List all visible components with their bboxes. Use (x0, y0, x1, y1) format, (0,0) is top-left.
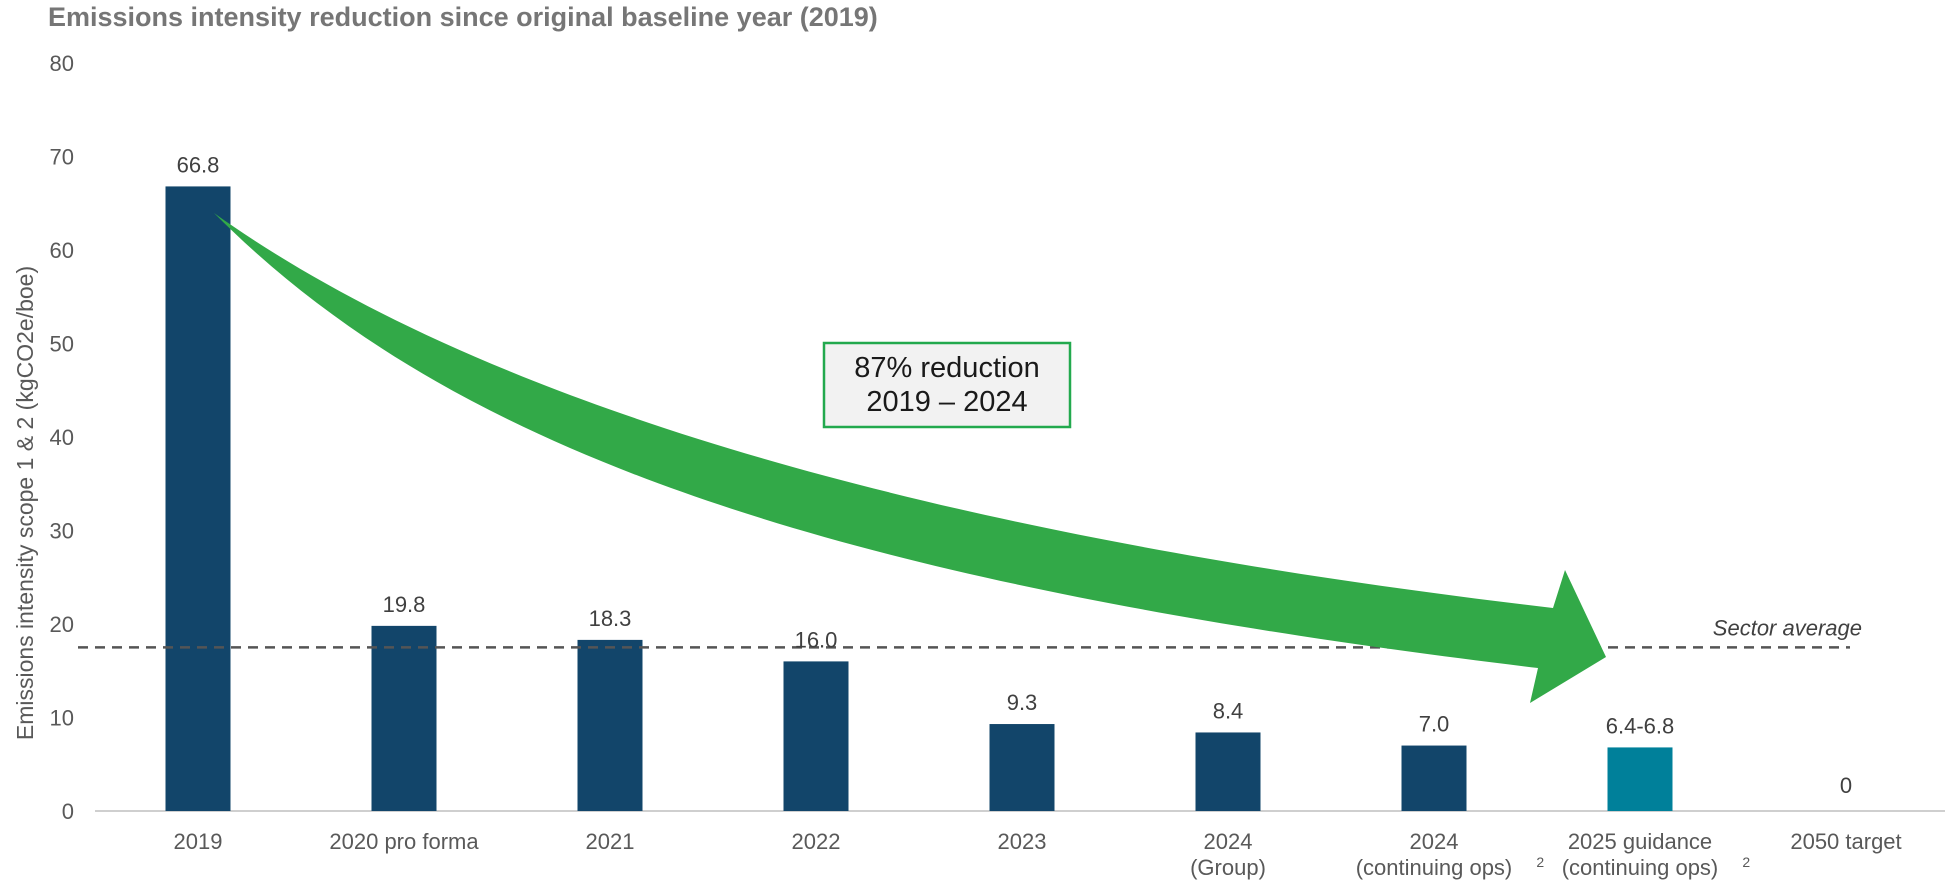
y-tick-label: 40 (50, 425, 74, 450)
x-tick-label: (continuing ops) (1562, 855, 1719, 880)
reduction-annotation-box (822, 341, 1072, 429)
y-tick-label: 10 (50, 706, 74, 731)
data-label: 18.3 (589, 606, 632, 631)
x-tick-label: 2019 (174, 829, 223, 854)
data-label: 9.3 (1007, 690, 1038, 715)
data-label: 19.8 (383, 592, 426, 617)
data-label: 7.0 (1419, 712, 1450, 737)
y-tick-label: 80 (50, 51, 74, 76)
bar (783, 661, 849, 811)
chart-title: Emissions intensity reduction since orig… (48, 2, 878, 32)
x-tick-label: 2050 target (1790, 829, 1901, 854)
data-label: 0 (1840, 773, 1852, 798)
data-label: 66.8 (177, 152, 220, 177)
y-tick-label: 60 (50, 238, 74, 263)
x-tick-label: 2023 (998, 829, 1047, 854)
reduction-arrow (214, 213, 1606, 703)
bar (577, 639, 643, 811)
x-tick-label: 2024 (1204, 829, 1253, 854)
sector-average-label: Sector average (1713, 615, 1862, 640)
footnote-superscript: 2 (1536, 854, 1544, 870)
bar (1195, 732, 1261, 811)
data-label: 6.4-6.8 (1606, 713, 1675, 738)
annotation-text: 87% reduction (854, 352, 1039, 384)
y-tick-label: 20 (50, 612, 74, 637)
x-tick-label: 2020 pro forma (329, 829, 479, 854)
annotation-text: 2019 – 2024 (866, 386, 1027, 418)
bar (989, 724, 1055, 811)
bar (371, 625, 437, 811)
y-tick-label: 0 (62, 799, 74, 824)
data-label: 16.0 (795, 627, 838, 652)
x-tick-label: (Group) (1190, 855, 1266, 880)
bar (165, 186, 231, 812)
x-tick-label: 2024 (1410, 829, 1459, 854)
bar (1607, 747, 1673, 811)
bar (1401, 745, 1467, 811)
y-tick-label: 50 (50, 332, 74, 357)
y-axis-title: Emissions intensity scope 1 & 2 (kgCO2e/… (12, 266, 38, 740)
x-tick-label: 2025 guidance (1568, 829, 1712, 854)
footnote-superscript: 2 (1742, 854, 1750, 870)
x-tick-label: (continuing ops) (1356, 855, 1513, 880)
x-tick-label: 2022 (792, 829, 841, 854)
y-tick-label: 70 (50, 145, 74, 170)
data-label: 8.4 (1213, 698, 1244, 723)
x-tick-label: 2021 (586, 829, 635, 854)
y-tick-label: 30 (50, 519, 74, 544)
